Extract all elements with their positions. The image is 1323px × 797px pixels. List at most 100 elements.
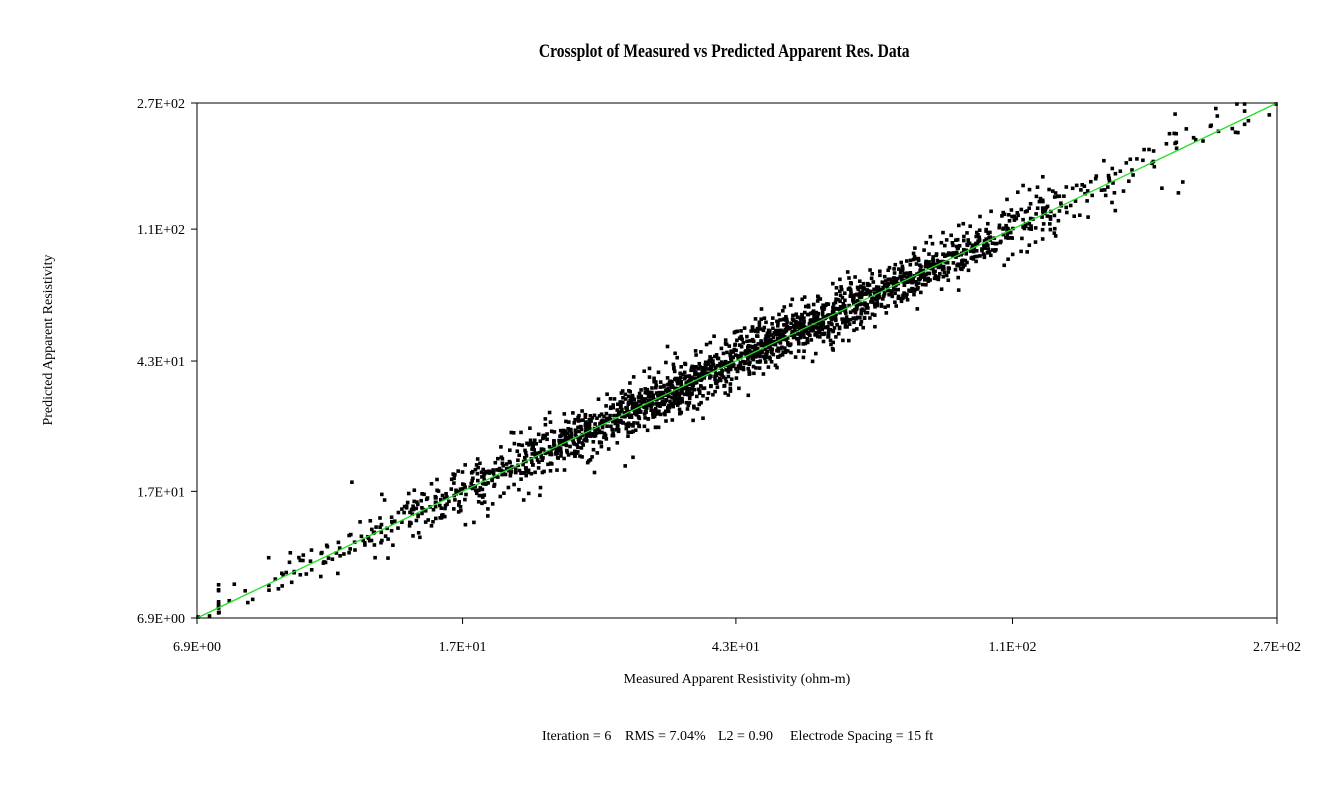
data-point: [908, 271, 913, 275]
data-point: [653, 412, 658, 416]
data-point: [799, 316, 804, 320]
data-point: [998, 240, 1002, 245]
data-point: [867, 283, 872, 287]
data-point: [1127, 179, 1131, 183]
data-point: [956, 275, 960, 280]
data-point: [523, 448, 527, 453]
data-point: [920, 273, 925, 277]
data-point: [619, 410, 623, 414]
data-point: [1027, 222, 1032, 226]
data-point: [1052, 231, 1057, 235]
data-point: [922, 248, 926, 252]
data-point: [348, 547, 352, 551]
data-point: [975, 230, 979, 235]
data-point: [750, 354, 755, 359]
data-point: [543, 422, 548, 427]
data-point: [491, 468, 495, 472]
data-point: [267, 588, 271, 592]
data-point: [443, 503, 448, 508]
data-point: [309, 568, 314, 572]
data-point: [987, 250, 992, 254]
data-point: [728, 382, 733, 386]
data-point: [457, 500, 461, 504]
data-point: [615, 441, 620, 445]
data-point: [611, 431, 615, 436]
data-point: [1070, 186, 1075, 191]
data-point: [811, 302, 816, 307]
data-point: [746, 357, 750, 361]
data-point: [396, 526, 400, 530]
data-point: [539, 447, 544, 451]
data-point: [666, 394, 671, 399]
data-point: [723, 391, 727, 395]
data-point: [916, 281, 921, 285]
data-point: [664, 419, 668, 423]
data-point: [590, 416, 595, 420]
data-point: [590, 455, 594, 459]
data-point: [1160, 186, 1164, 190]
data-point: [652, 379, 656, 384]
data-point: [674, 391, 678, 396]
data-point: [988, 235, 993, 240]
data-point: [1048, 222, 1052, 226]
data-point: [627, 389, 631, 393]
data-point: [492, 484, 496, 488]
data-point: [736, 357, 740, 361]
data-point: [872, 287, 876, 292]
data-point: [843, 309, 847, 314]
data-point: [838, 277, 842, 282]
data-point: [864, 291, 868, 296]
data-point: [1029, 224, 1033, 228]
data-point: [338, 554, 342, 558]
data-point: [666, 382, 670, 387]
data-point: [1242, 122, 1247, 127]
data-point: [549, 450, 553, 455]
data-point: [702, 376, 706, 380]
data-point: [458, 505, 463, 509]
data-point: [429, 482, 434, 486]
data-point: [412, 488, 417, 492]
data-point: [349, 532, 353, 537]
data-point: [545, 437, 549, 442]
data-point: [956, 288, 961, 292]
data-point: [216, 583, 221, 587]
data-point: [1074, 183, 1079, 188]
data-point: [569, 431, 574, 436]
data-point: [393, 519, 397, 523]
data-point: [728, 388, 733, 393]
data-point: [924, 283, 928, 287]
data-point: [1056, 218, 1061, 223]
data-point: [781, 337, 785, 342]
data-point: [1215, 114, 1220, 118]
data-point: [522, 471, 527, 475]
data-point: [946, 266, 951, 270]
data-point: [712, 334, 716, 338]
data-point: [801, 322, 806, 326]
data-point: [927, 265, 931, 269]
data-point: [747, 348, 752, 353]
data-point: [668, 399, 672, 404]
data-point: [831, 340, 835, 345]
data-point: [859, 284, 863, 289]
data-point: [292, 570, 296, 575]
data-point: [643, 390, 648, 395]
data-point: [814, 333, 818, 337]
data-point: [706, 391, 711, 395]
data-point: [380, 492, 384, 497]
data-point: [804, 304, 808, 309]
data-point: [682, 370, 687, 375]
data-point: [435, 477, 439, 482]
data-point: [476, 500, 481, 504]
data-point: [752, 371, 756, 376]
data-point: [912, 254, 917, 259]
data-point: [372, 543, 377, 547]
data-point: [443, 514, 447, 519]
data-point: [938, 272, 942, 276]
data-point: [819, 332, 824, 336]
data-point: [643, 416, 647, 420]
data-point: [724, 362, 728, 366]
data-point: [839, 285, 843, 289]
data-point: [690, 387, 695, 391]
data-point: [1048, 217, 1053, 221]
data-point: [699, 385, 703, 389]
